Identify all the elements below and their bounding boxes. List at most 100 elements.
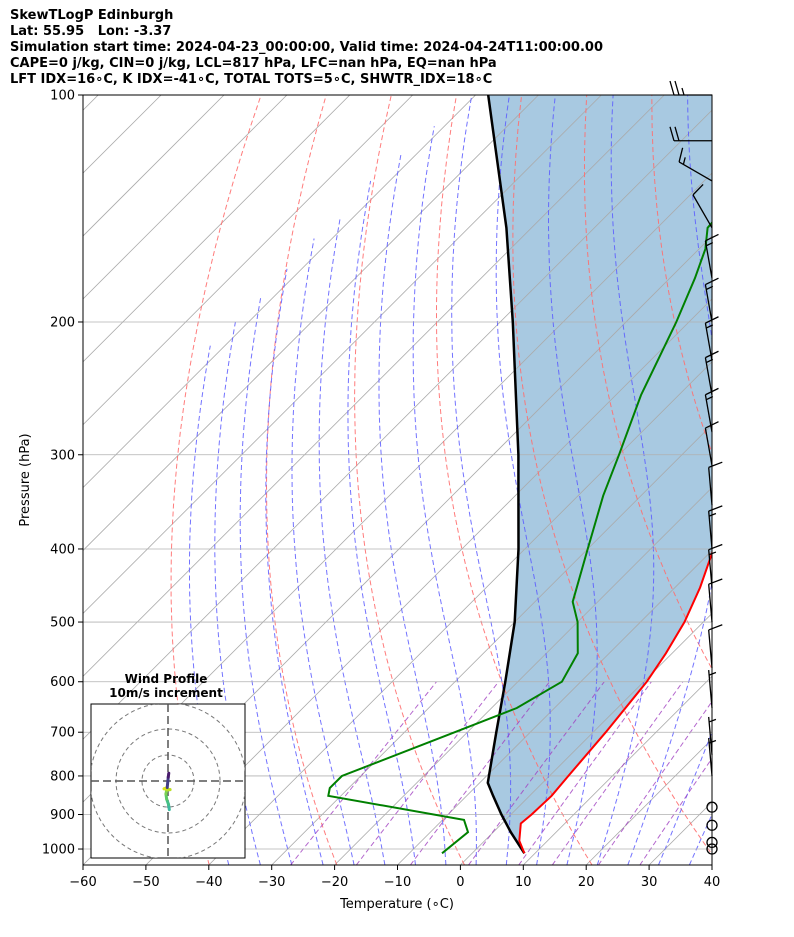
barb-staff — [704, 240, 713, 279]
x-tick-label: 40 — [704, 875, 721, 890]
wind-barb — [704, 421, 719, 466]
x-tick-label: 30 — [641, 875, 658, 890]
moist-adiabat-line — [412, 126, 477, 865]
wind-barb — [708, 505, 723, 550]
barb-staff — [708, 738, 713, 777]
temperature-profile-line — [518, 550, 712, 854]
barb-half-flag — [708, 512, 717, 517]
title-block: SkewTLogP Edinburgh Lat: 55.95 Lon: -3.3… — [10, 8, 603, 88]
hodograph-body — [91, 704, 245, 858]
barb-half-flag — [681, 87, 685, 96]
parcel-profile-line — [486, 95, 526, 854]
barb-full-flag — [674, 80, 680, 96]
y-tick-label: 900 — [50, 808, 75, 823]
barb-staff — [708, 549, 713, 588]
barb-full-flag — [708, 543, 723, 551]
wind-barb — [708, 543, 723, 588]
x-tick-label: −20 — [321, 875, 348, 890]
dry-adiabat-line — [782, 95, 794, 865]
x-tick-label: 20 — [578, 875, 595, 890]
wind-barb — [669, 126, 712, 142]
isotherm-line — [83, 95, 288, 300]
barb-full-flag — [708, 461, 723, 468]
mixing-ratio-line — [290, 681, 437, 865]
moist-adiabat-line — [291, 238, 355, 865]
wind-barb — [708, 716, 717, 755]
dry-adiabat-line — [170, 95, 262, 865]
isotherm-line — [711, 864, 712, 865]
hodograph-segment — [165, 775, 170, 789]
dry-adiabat-line — [354, 95, 465, 865]
mixing-ratio-line — [597, 700, 712, 865]
barb-staff — [704, 427, 713, 466]
isotherm-line — [83, 95, 539, 552]
wind-barb — [704, 277, 719, 323]
barb-staff — [708, 467, 713, 506]
wind-barb — [706, 819, 718, 831]
barb-staff — [708, 584, 713, 623]
barb-half-flag — [682, 157, 686, 165]
wind-barb — [704, 233, 719, 279]
wind-barb — [708, 578, 723, 623]
mixing-ratio-line — [468, 681, 605, 865]
barb-half-flag — [705, 358, 714, 364]
barb-full-flag — [678, 147, 684, 163]
moist-adiabat-line — [318, 216, 386, 865]
barb-staff — [708, 670, 713, 709]
barb-half-flag — [705, 395, 714, 401]
wind-barb — [706, 836, 718, 849]
barb-half-flag — [705, 285, 714, 291]
dry-adiabat-line — [512, 95, 712, 856]
mixing-ratio-line — [518, 681, 652, 865]
barb-half-flag — [705, 241, 714, 247]
x-axis-label: Temperature (∘C) — [339, 897, 454, 912]
dry-adiabat-line — [717, 95, 794, 865]
moist-adiabat-line — [265, 268, 324, 865]
isotherm-line — [775, 95, 794, 865]
isotherm-line — [334, 487, 712, 865]
barb-full-flag — [674, 126, 680, 141]
y-tick-label: 100 — [50, 89, 75, 104]
calm-wind-circle — [706, 836, 718, 849]
barb-full-flag — [705, 421, 719, 429]
isotherm-line — [83, 95, 602, 614]
isotherm-line — [271, 424, 712, 865]
title-line-station: SkewTLogP Edinburgh — [10, 8, 174, 23]
moist-adiabat-line — [495, 95, 551, 865]
barb-staff — [708, 511, 713, 550]
wind-barb — [669, 80, 712, 96]
dewpoint-profile-line — [327, 221, 712, 855]
x-tick-label: −60 — [69, 875, 96, 890]
title-line-indices: LFT IDX=16∘C, K IDX=-41∘C, TOTAL TOTS=5∘… — [10, 72, 493, 87]
moist-adiabat-line — [548, 95, 598, 865]
barb-staff — [678, 161, 713, 182]
isotherm-line — [83, 109, 712, 740]
barb-full-flag — [708, 578, 723, 585]
isotherm-line — [523, 675, 712, 865]
barb-staff — [704, 357, 713, 396]
y-tick-label: 300 — [50, 448, 75, 463]
hodograph-title: Wind Profile — [125, 672, 208, 686]
y-tick-label: 600 — [50, 675, 75, 690]
isotherm-line — [83, 95, 476, 489]
isotherm-line — [460, 612, 712, 865]
y-tick-label: 800 — [50, 769, 75, 784]
mixing-ratio-line — [409, 681, 550, 865]
wind-barb — [706, 843, 718, 855]
dry-adiabat-line — [265, 95, 338, 865]
calm-wind-circle — [706, 819, 718, 831]
isotherm-line — [397, 549, 712, 865]
dry-adiabat-line — [584, 95, 712, 670]
mixing-ratio-line — [639, 757, 712, 865]
barb-staff — [708, 716, 713, 755]
barb-full-flag — [705, 387, 719, 396]
calm-wind-circle — [706, 801, 718, 813]
x-tick-label: 10 — [515, 875, 532, 890]
moist-adiabat-line — [239, 296, 293, 865]
barb-full-flag — [708, 505, 723, 512]
wind-barb — [692, 183, 713, 229]
barb-full-flag — [705, 233, 719, 242]
x-tick-label: −30 — [258, 875, 285, 890]
isotherm-line — [145, 298, 712, 865]
